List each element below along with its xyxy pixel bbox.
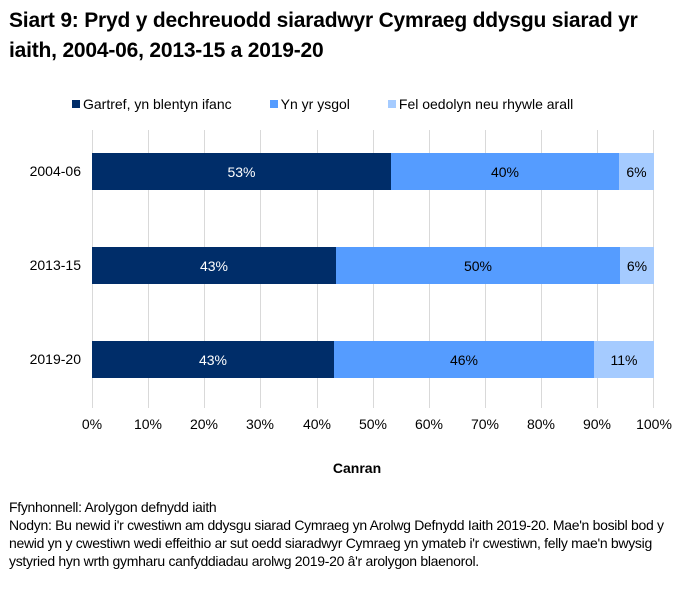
bar-2019-20: 43% 46% 11% — [92, 341, 654, 378]
data-label: 40% — [490, 163, 520, 180]
category-label: 2019-20 — [29, 351, 81, 367]
x-tick-label: 10% — [133, 416, 163, 432]
x-tick-label: 20% — [189, 416, 219, 432]
plot-area: 53% 40% 6% 43% 50% 6% 43% 46% 11% — [92, 130, 654, 408]
legend-swatch-home — [72, 100, 80, 108]
x-tick-label: 40% — [302, 416, 332, 432]
source-note: Ffynhonnell: Arolygon defnydd iaith — [9, 499, 217, 515]
data-label: 46% — [449, 351, 479, 368]
data-label: 43% — [199, 257, 229, 274]
data-label: 6% — [626, 163, 647, 180]
legend-item-home: Gartref, yn blentyn ifanc — [72, 96, 232, 112]
category-label: 2013-15 — [29, 257, 81, 273]
legend-item-school: Yn yr ysgol — [269, 96, 350, 112]
x-tick-label: 80% — [526, 416, 556, 432]
legend-swatch-adult — [387, 100, 396, 108]
data-label: 53% — [227, 163, 256, 180]
legend-item-adult: Fel oedolyn neu rhywle arall — [387, 96, 574, 112]
x-tick-label: 50% — [358, 416, 388, 432]
x-tick-label: 70% — [470, 416, 500, 432]
bar-2013-15: 43% 50% 6% — [92, 247, 654, 284]
bar-segment-home: 53% — [92, 153, 391, 190]
x-tick-label: 100% — [636, 416, 672, 432]
x-tick-label: 90% — [582, 416, 612, 432]
x-tick-label: 0% — [81, 416, 103, 432]
legend: Gartref, yn blentyn ifanc Yn yr ysgol Fe… — [72, 95, 611, 113]
legend-label-school: Yn yr ysgol — [280, 96, 350, 112]
category-label: 2004-06 — [29, 163, 81, 179]
bar-segment-home: 43% — [92, 341, 334, 378]
x-tick-label: 30% — [245, 416, 275, 432]
legend-label-adult: Fel oedolyn neu rhywle arall — [398, 96, 574, 112]
bar-2004-06: 53% 40% 6% — [92, 153, 654, 190]
bar-segment-school: 46% — [334, 341, 594, 378]
footer: Ffynhonnell: Arolygon defnydd iaith Nody… — [9, 498, 689, 570]
data-label: 11% — [610, 351, 638, 368]
x-axis-title: Canran — [332, 460, 382, 476]
data-label: 6% — [626, 257, 648, 274]
footnote: Nodyn: Bu newid i'r cwestiwn am ddysgu s… — [9, 517, 664, 569]
bar-segment-adult: 6% — [619, 153, 654, 190]
chart-title: Siart 9: Pryd y dechreuodd siaradwyr Cym… — [9, 9, 638, 62]
bar-segment-adult: 6% — [620, 247, 654, 284]
data-label: 43% — [198, 351, 228, 368]
x-tick-label: 60% — [414, 416, 444, 432]
legend-label-home: Gartref, yn blentyn ifanc — [83, 96, 232, 112]
bar-segment-adult: 11% — [594, 341, 654, 378]
legend-swatch-school — [269, 100, 278, 108]
data-label: 50% — [463, 257, 493, 274]
bar-segment-school: 40% — [391, 153, 619, 190]
bar-segment-school: 50% — [336, 247, 620, 284]
bar-segment-home: 43% — [92, 247, 336, 284]
